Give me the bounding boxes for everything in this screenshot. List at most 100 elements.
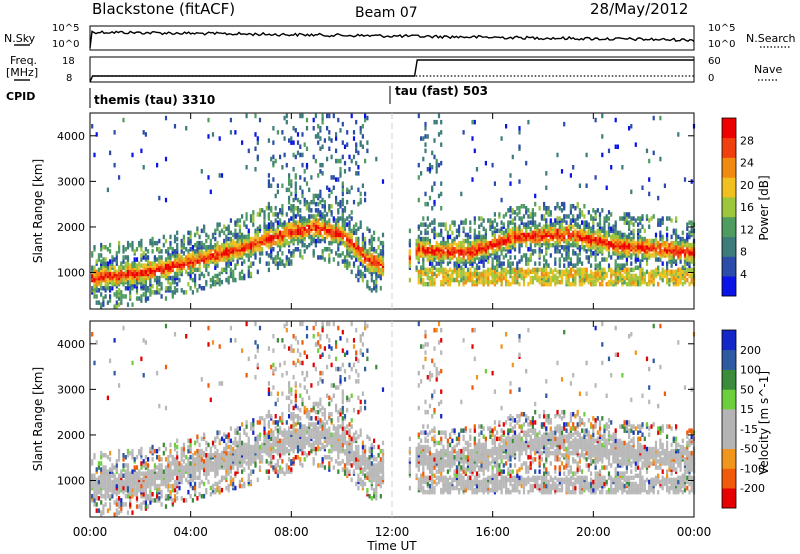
power-cell <box>265 232 268 238</box>
velocity-cell <box>191 498 194 503</box>
y-tick-label: 4000 <box>57 130 85 143</box>
power-cell <box>276 212 279 217</box>
power-cell <box>272 126 275 131</box>
power-cell <box>122 271 125 277</box>
power-cell <box>305 126 309 131</box>
power-cell <box>350 255 353 260</box>
power-cell <box>547 271 550 277</box>
power-cell <box>95 259 98 264</box>
power-cell <box>366 140 369 145</box>
power-cell <box>243 238 246 244</box>
power-cell <box>431 185 434 190</box>
power-cell <box>534 224 537 229</box>
velocity-cell <box>144 461 147 466</box>
power-cell <box>115 275 118 281</box>
power-cell <box>675 279 678 285</box>
power-cell <box>619 216 622 221</box>
power-cell <box>290 259 293 264</box>
velocity-cell <box>171 483 174 489</box>
power-cell <box>368 228 371 234</box>
power-cell <box>109 271 112 277</box>
power-cell <box>540 214 543 219</box>
power-cell <box>686 277 689 283</box>
power-cell <box>265 224 268 229</box>
velocity-cell <box>187 444 190 450</box>
power-cell <box>661 238 664 244</box>
velocity-cell <box>147 494 150 499</box>
power-cell <box>102 245 105 250</box>
power-cell <box>462 261 465 266</box>
power-cell <box>270 228 273 234</box>
power-cell <box>138 265 141 270</box>
power-cell <box>294 206 297 211</box>
power-cell <box>167 247 170 252</box>
power-cell <box>433 257 436 262</box>
power-cell <box>590 251 593 256</box>
velocity-cell <box>131 453 134 458</box>
power-cell <box>598 218 602 223</box>
power-cell <box>686 261 689 266</box>
power-cell <box>549 253 552 258</box>
power-cell <box>225 265 228 270</box>
power-cell <box>556 201 559 207</box>
power-cell <box>500 197 503 203</box>
power-cell <box>97 267 100 273</box>
power-cell <box>688 242 691 248</box>
power-cell <box>343 226 347 231</box>
power-cell <box>598 222 602 227</box>
power-cell <box>567 261 570 266</box>
power-cell <box>133 257 136 262</box>
power-cell <box>612 224 615 229</box>
power-cell <box>229 253 232 258</box>
velocity-cell <box>102 465 105 470</box>
velocity-cell <box>173 487 177 493</box>
power-cell <box>319 136 322 141</box>
power-cell <box>341 181 344 186</box>
power-cell <box>645 214 649 219</box>
power-cell <box>538 206 541 211</box>
power-cell <box>422 136 425 141</box>
power-cell <box>511 275 514 281</box>
power-cell <box>267 267 270 273</box>
velocity-cell <box>189 438 192 444</box>
velocity-cell <box>171 455 174 460</box>
power-cell <box>254 167 257 172</box>
power-cell <box>505 267 508 273</box>
power-cell <box>319 222 322 227</box>
power-cell <box>361 183 364 188</box>
power-cell <box>572 224 575 229</box>
velocity-cell <box>160 502 163 507</box>
velocity-cell <box>140 506 143 511</box>
power-cell <box>241 214 244 219</box>
nsearch-tick-high: 10^5 <box>708 23 735 34</box>
power-cell <box>247 238 250 244</box>
power-cell <box>227 236 230 242</box>
power-cell <box>442 277 445 283</box>
power-cell <box>122 245 125 250</box>
velocity-cell <box>160 494 163 499</box>
power-cell <box>332 224 335 229</box>
power-cell <box>630 236 633 242</box>
power-cell <box>216 263 219 268</box>
power-cell <box>567 224 570 229</box>
power-cell <box>509 269 512 275</box>
power-cell <box>565 245 568 250</box>
power-cell <box>583 204 586 209</box>
power-cell <box>290 238 293 244</box>
power-cell <box>200 249 203 254</box>
power-cell <box>473 257 476 262</box>
velocity-cell <box>100 455 103 460</box>
power-cell <box>648 218 651 223</box>
power-cell <box>361 247 364 252</box>
power-cell <box>462 253 465 258</box>
power-cell <box>628 224 631 229</box>
power-cell <box>330 154 333 160</box>
power-cell <box>440 240 443 246</box>
power-cell <box>303 216 306 221</box>
power-cell <box>422 156 425 162</box>
power-cell <box>104 261 107 266</box>
power-cell <box>650 253 653 258</box>
power-cell <box>426 273 429 279</box>
velocity-cell <box>164 364 168 370</box>
power-cell <box>433 199 436 205</box>
